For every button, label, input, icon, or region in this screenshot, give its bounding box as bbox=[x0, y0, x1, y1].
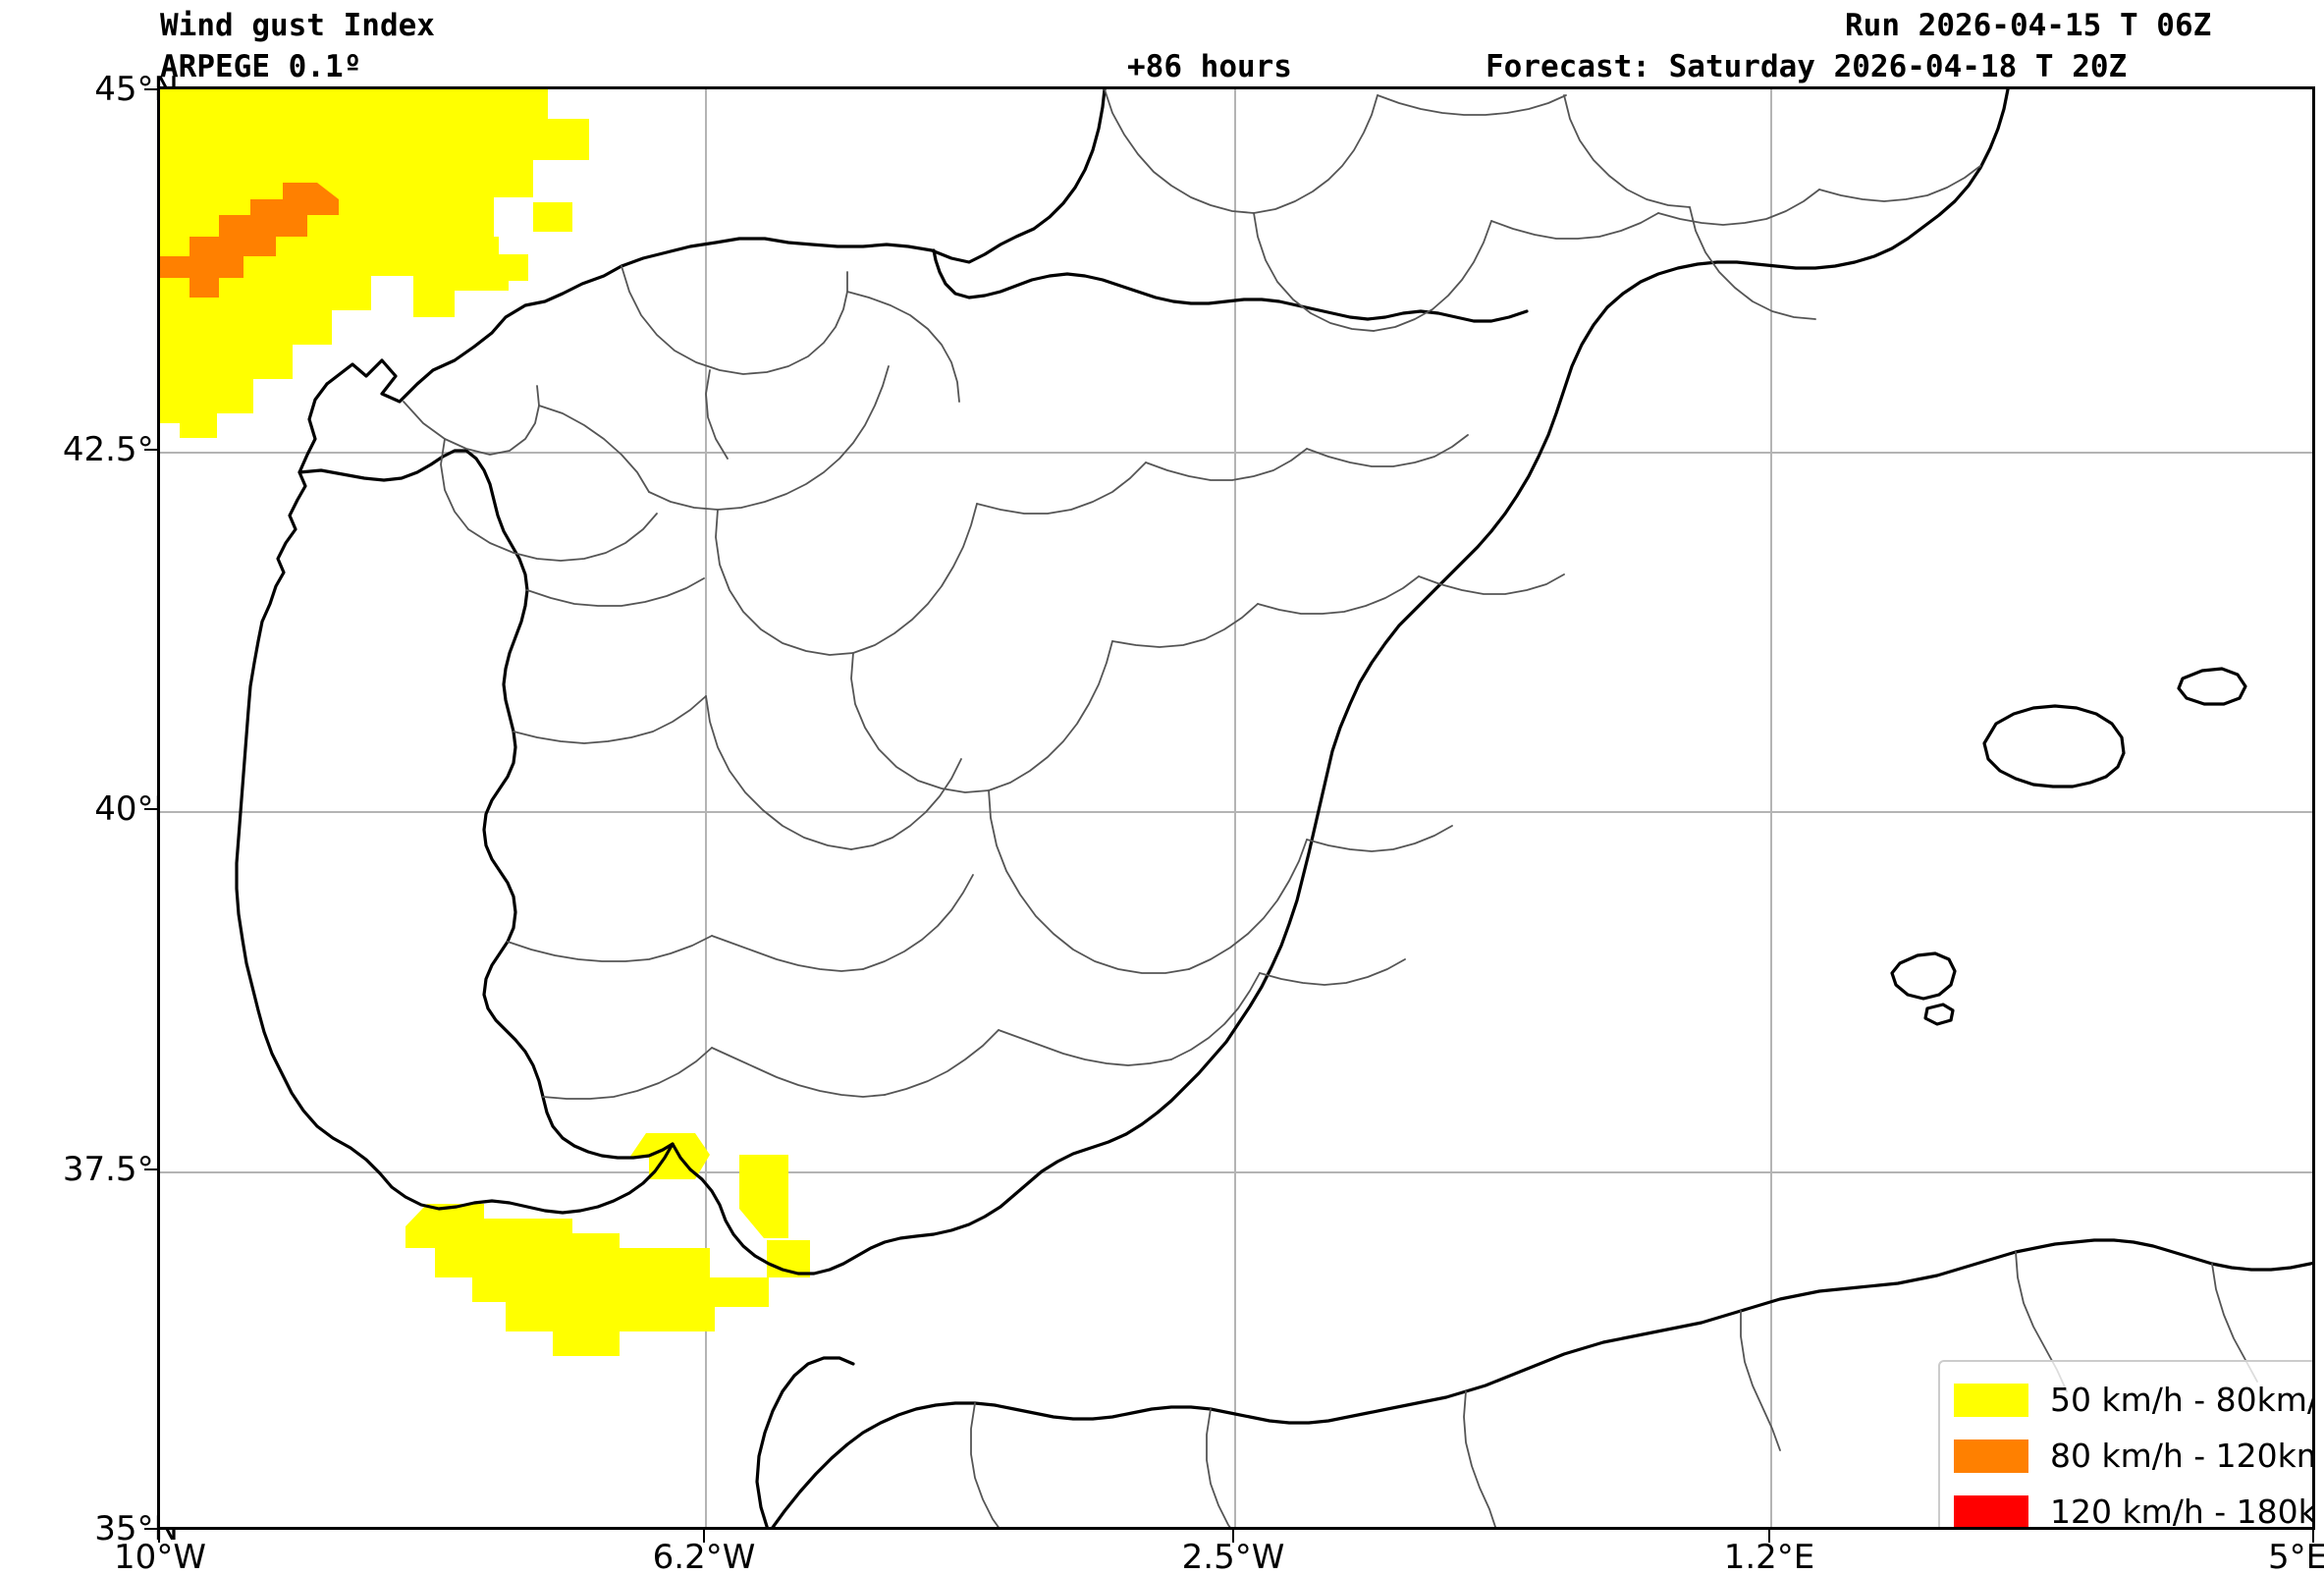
x-axis-label-5e: 5°E bbox=[2267, 1538, 2324, 1575]
x-axis-label-25w: 2.5°W bbox=[1181, 1538, 1285, 1575]
map-vector-layer bbox=[160, 89, 2312, 1527]
x-axis-tick bbox=[2312, 1530, 2314, 1543]
map-title: Wind gust Index bbox=[160, 8, 435, 43]
y-axis-tick bbox=[144, 88, 157, 90]
model-label: ARPEGE 0.1º bbox=[160, 49, 362, 84]
gust-region-orange-galicia bbox=[160, 183, 339, 298]
y-axis-tick bbox=[144, 1528, 157, 1530]
x-axis-tick bbox=[703, 1530, 705, 1543]
province-borders bbox=[403, 89, 2258, 1527]
lead-time-label: +86 hours bbox=[1127, 49, 1292, 84]
legend-label-yellow: 50 km/h - 80km/h bbox=[2050, 1381, 2315, 1419]
x-axis-label-12e: 1.2°E bbox=[1723, 1538, 1815, 1575]
gridline-horizontal bbox=[160, 1171, 2312, 1173]
gridline-vertical bbox=[1234, 89, 1236, 1527]
gridline-vertical bbox=[705, 89, 707, 1527]
gust-region-yellow-northwest bbox=[160, 89, 589, 438]
legend-label-red: 120 km/h - 180km/h bbox=[2050, 1493, 2315, 1530]
forecast-time-label: Forecast: Saturday 2026-04-18 T 20Z bbox=[1486, 49, 2128, 84]
gridline-horizontal bbox=[160, 811, 2312, 813]
legend-item-yellow: 50 km/h - 80km/h bbox=[1954, 1373, 2315, 1428]
run-time-label: Run 2026-04-15 T 06Z bbox=[1845, 8, 2212, 43]
y-axis-tick bbox=[144, 808, 157, 810]
legend-swatch-red bbox=[1954, 1494, 2028, 1527]
y-axis-tick bbox=[144, 449, 157, 451]
x-axis-tick bbox=[1232, 1530, 1234, 1543]
legend-swatch-orange bbox=[1954, 1439, 2028, 1473]
x-axis-tick bbox=[158, 1530, 160, 1543]
gridline-horizontal bbox=[160, 452, 2312, 454]
x-axis-label-10w: 10°W bbox=[114, 1538, 206, 1575]
legend-swatch-yellow bbox=[1954, 1383, 2028, 1417]
country-borders bbox=[235, 89, 2312, 1527]
gridline-vertical bbox=[1770, 89, 1772, 1527]
y-axis-tick bbox=[144, 1168, 157, 1170]
legend-item-red: 120 km/h - 180km/h bbox=[1954, 1485, 2315, 1530]
gust-region-yellow-south bbox=[405, 1133, 810, 1356]
x-axis-label-62w: 6.2°W bbox=[652, 1538, 756, 1575]
x-axis-tick bbox=[1768, 1530, 1770, 1543]
